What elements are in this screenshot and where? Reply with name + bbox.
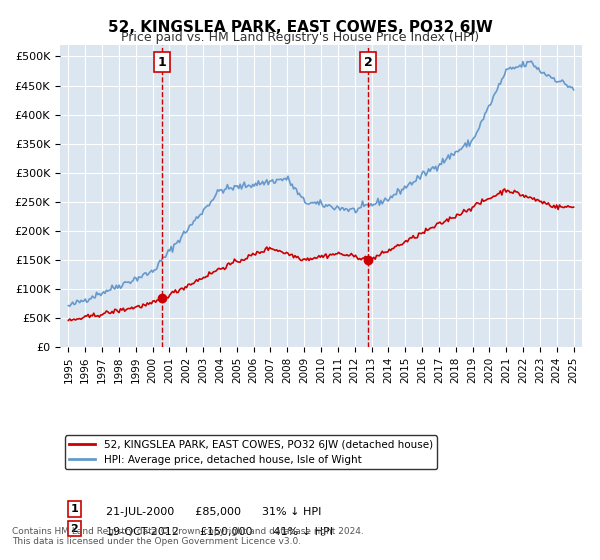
Text: 52, KINGSLEA PARK, EAST COWES, PO32 6JW: 52, KINGSLEA PARK, EAST COWES, PO32 6JW xyxy=(107,20,493,35)
Text: 2: 2 xyxy=(364,56,373,69)
Text: 21-JUL-2000      £85,000      31% ↓ HPI: 21-JUL-2000 £85,000 31% ↓ HPI xyxy=(99,507,322,517)
Text: Contains HM Land Registry data © Crown copyright and database right 2024.
This d: Contains HM Land Registry data © Crown c… xyxy=(12,526,364,546)
Text: 1: 1 xyxy=(157,56,166,69)
Text: 2: 2 xyxy=(70,524,78,534)
Text: 19-OCT-2012      £150,000      41% ↓ HPI: 19-OCT-2012 £150,000 41% ↓ HPI xyxy=(99,526,333,536)
Text: Price paid vs. HM Land Registry's House Price Index (HPI): Price paid vs. HM Land Registry's House … xyxy=(121,31,479,44)
Legend: 52, KINGSLEA PARK, EAST COWES, PO32 6JW (detached house), HPI: Average price, de: 52, KINGSLEA PARK, EAST COWES, PO32 6JW … xyxy=(65,436,437,469)
Text: 1: 1 xyxy=(70,504,78,514)
